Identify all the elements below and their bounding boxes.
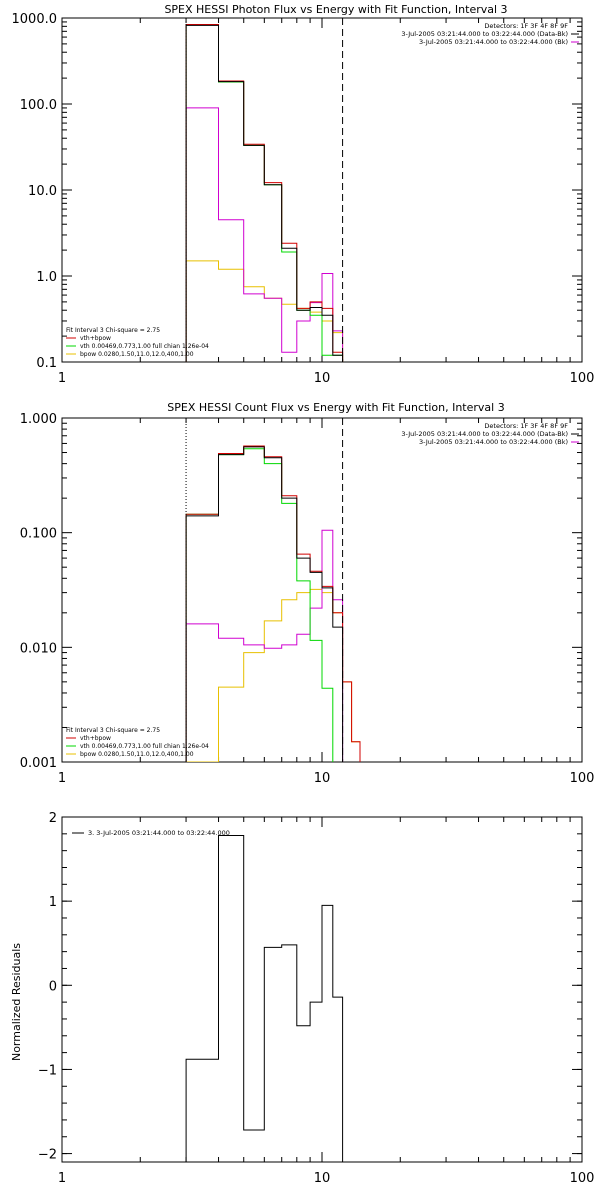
y-axis: 0.1 1.0 10.0 100.0 1000.0 bbox=[12, 12, 582, 371]
series-line bbox=[185, 448, 334, 762]
y-tick-label: 1.0 bbox=[36, 270, 57, 285]
legend-text: vth+bpow bbox=[80, 335, 111, 342]
count-flux-panel: SPEX HESSI Count Flux vs Energy with Fit… bbox=[20, 401, 595, 786]
x-axis: 1 10 100 bbox=[58, 817, 595, 1186]
series-line bbox=[185, 835, 344, 1162]
y-axis: 0.001 0.010 0.100 1.000 bbox=[20, 412, 582, 771]
series-line bbox=[185, 445, 361, 762]
y-tick-label: 1000.0 bbox=[12, 12, 58, 27]
y-tick-label: 0.001 bbox=[20, 756, 57, 771]
y-tick-label: 0.010 bbox=[20, 641, 57, 656]
legend-text: 3. 3-Jul-2005 03:21:44.000 to 03:22:44.0… bbox=[88, 829, 230, 837]
y-tick-label: −1 bbox=[38, 1063, 57, 1078]
series-line bbox=[185, 24, 344, 362]
series-line bbox=[185, 24, 344, 362]
series-line bbox=[185, 260, 344, 362]
x-tick-label: 10 bbox=[314, 771, 331, 786]
y-tick-label: 2 bbox=[49, 811, 57, 826]
series-line bbox=[185, 24, 344, 362]
y-tick-label: 0.1 bbox=[36, 356, 57, 371]
y-tick-label: 100.0 bbox=[20, 98, 57, 113]
data-layer bbox=[185, 24, 344, 362]
legend-text: Detectors: 1F 3F 4F 8F 9F bbox=[484, 422, 568, 430]
legend-text: Fit Interval 3 Chi-square = 2.75 bbox=[66, 327, 160, 334]
x-tick-label: 100 bbox=[570, 771, 595, 786]
legend-text: bpow 0.0280,1.50,11.0,12.0,400,1.00 bbox=[80, 751, 194, 758]
series-line bbox=[185, 529, 344, 762]
x-tick-label: 10 bbox=[314, 1171, 331, 1186]
data-layer bbox=[185, 835, 344, 1162]
residuals-panel: Normalized Residuals 1 10 100 −2 −1 0 1 2 3. 3-J… bbox=[10, 811, 594, 1186]
y-axis: −2 −1 0 1 2 bbox=[38, 811, 582, 1163]
data-layer bbox=[185, 445, 361, 762]
series-line bbox=[185, 107, 344, 362]
chart-title: SPEX HESSI Count Flux vs Energy with Fit… bbox=[167, 401, 504, 414]
legend-text: bpow 0.0280,1.50,11.0,12.0,400,1.00 bbox=[80, 351, 194, 358]
series-line bbox=[185, 588, 361, 762]
x-tick-label: 1 bbox=[58, 371, 66, 386]
y-tick-label: 1 bbox=[49, 895, 57, 910]
x-tick-label: 100 bbox=[570, 1171, 595, 1186]
legend-text: 3-Jul-2005 03:21:44.000 to 03:22:44.000 … bbox=[419, 438, 568, 446]
legend-text: vth 0.00469,0.773,1.00 full chian 1.26e-… bbox=[80, 743, 209, 750]
photon-flux-panel: SPEX HESSI Photon Flux vs Energy with Fi… bbox=[12, 3, 595, 386]
x-axis: 1 10 100 bbox=[58, 18, 595, 386]
y-tick-label: 10.0 bbox=[28, 184, 57, 199]
legend-text: vth+bpow bbox=[80, 735, 111, 742]
y-axis-label: Normalized Residuals bbox=[10, 943, 23, 1061]
x-axis: 1 10 100 bbox=[58, 418, 595, 786]
legend-text: 3-Jul-2005 03:21:44.000 to 03:22:44.000 … bbox=[419, 38, 568, 46]
y-tick-label: 1.000 bbox=[20, 412, 57, 427]
series-line bbox=[185, 446, 344, 762]
y-tick-label: 0.100 bbox=[20, 527, 57, 542]
x-tick-label: 1 bbox=[58, 771, 66, 786]
legend-text: 3-Jul-2005 03:21:44.000 to 03:22:44.000 … bbox=[401, 30, 568, 38]
x-tick-label: 100 bbox=[570, 371, 595, 386]
legend-text: 3-Jul-2005 03:21:44.000 to 03:22:44.000 … bbox=[401, 430, 568, 438]
legend-text: vth 0.00469,0.773,1.00 full chian 1.26e-… bbox=[80, 343, 209, 350]
chart-title: SPEX HESSI Photon Flux vs Energy with Fi… bbox=[164, 3, 507, 16]
x-tick-label: 10 bbox=[314, 371, 331, 386]
legend-text: Detectors: 1F 3F 4F 8F 9F bbox=[484, 22, 568, 30]
x-tick-label: 1 bbox=[58, 1171, 66, 1186]
y-tick-label: 0 bbox=[49, 979, 57, 994]
y-tick-label: −2 bbox=[38, 1148, 57, 1163]
legend-text: Fit Interval 3 Chi-square = 2.75 bbox=[66, 727, 160, 734]
